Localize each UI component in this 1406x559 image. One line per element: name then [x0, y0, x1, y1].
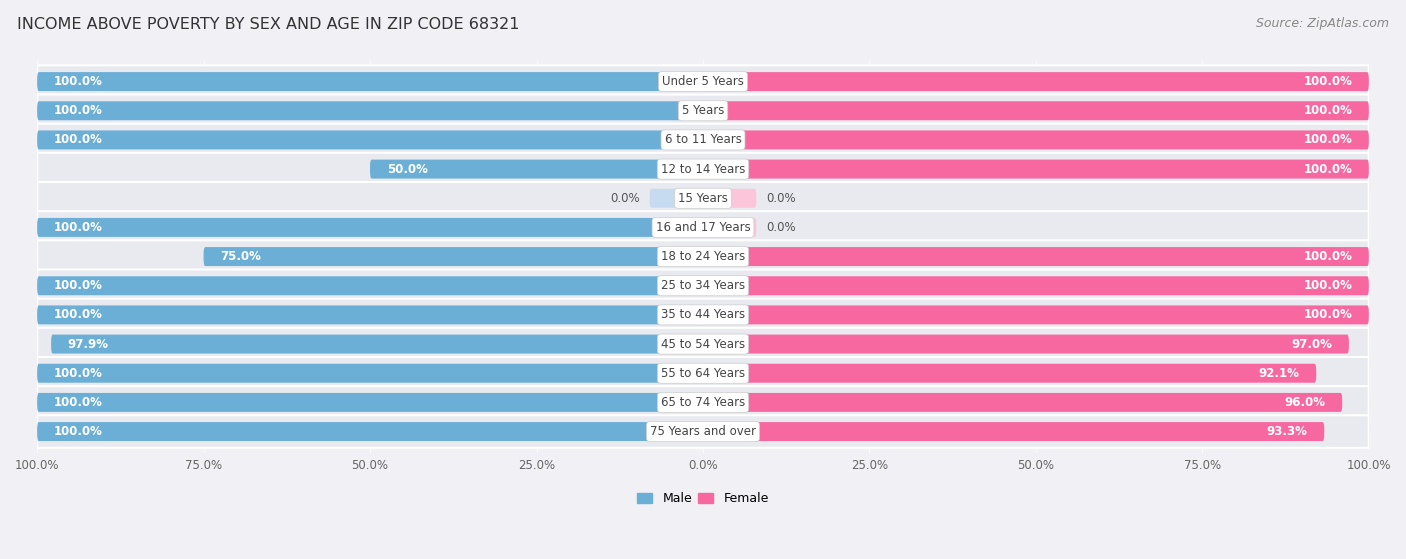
Text: 100.0%: 100.0% — [53, 280, 103, 292]
FancyBboxPatch shape — [37, 276, 703, 295]
FancyBboxPatch shape — [703, 101, 1369, 120]
Text: 100.0%: 100.0% — [1303, 75, 1353, 88]
Text: 55 to 64 Years: 55 to 64 Years — [661, 367, 745, 380]
Text: Under 5 Years: Under 5 Years — [662, 75, 744, 88]
FancyBboxPatch shape — [37, 415, 1369, 448]
FancyBboxPatch shape — [37, 65, 1369, 98]
FancyBboxPatch shape — [703, 130, 1369, 149]
FancyBboxPatch shape — [650, 189, 703, 208]
Text: 0.0%: 0.0% — [766, 192, 796, 205]
Text: 12 to 14 Years: 12 to 14 Years — [661, 163, 745, 176]
Text: 100.0%: 100.0% — [1303, 250, 1353, 263]
Text: 50.0%: 50.0% — [387, 163, 427, 176]
FancyBboxPatch shape — [703, 335, 1348, 353]
FancyBboxPatch shape — [37, 305, 703, 324]
FancyBboxPatch shape — [703, 218, 756, 237]
Text: 100.0%: 100.0% — [1303, 280, 1353, 292]
FancyBboxPatch shape — [37, 218, 703, 237]
Text: 93.3%: 93.3% — [1267, 425, 1308, 438]
FancyBboxPatch shape — [703, 72, 1369, 91]
Text: 100.0%: 100.0% — [1303, 309, 1353, 321]
Text: 0.0%: 0.0% — [766, 221, 796, 234]
FancyBboxPatch shape — [37, 211, 1369, 244]
FancyBboxPatch shape — [370, 160, 703, 178]
Text: 100.0%: 100.0% — [53, 309, 103, 321]
Text: 96.0%: 96.0% — [1285, 396, 1326, 409]
FancyBboxPatch shape — [37, 101, 703, 120]
Text: 65 to 74 Years: 65 to 74 Years — [661, 396, 745, 409]
Text: 97.0%: 97.0% — [1291, 338, 1331, 350]
FancyBboxPatch shape — [37, 269, 1369, 302]
FancyBboxPatch shape — [37, 94, 1369, 127]
Text: 15 Years: 15 Years — [678, 192, 728, 205]
FancyBboxPatch shape — [37, 130, 703, 149]
Text: 16 and 17 Years: 16 and 17 Years — [655, 221, 751, 234]
FancyBboxPatch shape — [37, 72, 703, 91]
Text: 35 to 44 Years: 35 to 44 Years — [661, 309, 745, 321]
FancyBboxPatch shape — [51, 335, 703, 353]
Text: 97.9%: 97.9% — [67, 338, 108, 350]
FancyBboxPatch shape — [703, 247, 1369, 266]
Text: 100.0%: 100.0% — [53, 396, 103, 409]
Text: 75.0%: 75.0% — [221, 250, 262, 263]
Text: 0.0%: 0.0% — [610, 192, 640, 205]
Text: 100.0%: 100.0% — [53, 134, 103, 146]
FancyBboxPatch shape — [37, 393, 703, 412]
FancyBboxPatch shape — [37, 240, 1369, 273]
FancyBboxPatch shape — [703, 189, 756, 208]
Text: 6 to 11 Years: 6 to 11 Years — [665, 134, 741, 146]
Text: INCOME ABOVE POVERTY BY SEX AND AGE IN ZIP CODE 68321: INCOME ABOVE POVERTY BY SEX AND AGE IN Z… — [17, 17, 519, 32]
Text: Source: ZipAtlas.com: Source: ZipAtlas.com — [1256, 17, 1389, 30]
FancyBboxPatch shape — [703, 305, 1369, 324]
FancyBboxPatch shape — [703, 364, 1316, 383]
Text: 100.0%: 100.0% — [1303, 105, 1353, 117]
FancyBboxPatch shape — [703, 160, 1369, 178]
FancyBboxPatch shape — [37, 386, 1369, 419]
Text: 45 to 54 Years: 45 to 54 Years — [661, 338, 745, 350]
Text: 100.0%: 100.0% — [53, 75, 103, 88]
Text: 100.0%: 100.0% — [53, 367, 103, 380]
FancyBboxPatch shape — [37, 422, 703, 441]
Text: 92.1%: 92.1% — [1258, 367, 1299, 380]
Text: 100.0%: 100.0% — [53, 425, 103, 438]
Legend: Male, Female: Male, Female — [633, 487, 773, 510]
FancyBboxPatch shape — [37, 364, 703, 383]
Text: 100.0%: 100.0% — [1303, 163, 1353, 176]
FancyBboxPatch shape — [37, 124, 1369, 156]
FancyBboxPatch shape — [37, 182, 1369, 215]
FancyBboxPatch shape — [37, 357, 1369, 390]
FancyBboxPatch shape — [703, 393, 1343, 412]
FancyBboxPatch shape — [204, 247, 703, 266]
Text: 5 Years: 5 Years — [682, 105, 724, 117]
Text: 25 to 34 Years: 25 to 34 Years — [661, 280, 745, 292]
FancyBboxPatch shape — [703, 276, 1369, 295]
FancyBboxPatch shape — [37, 328, 1369, 361]
Text: 75 Years and over: 75 Years and over — [650, 425, 756, 438]
FancyBboxPatch shape — [37, 299, 1369, 331]
FancyBboxPatch shape — [37, 153, 1369, 186]
Text: 100.0%: 100.0% — [1303, 134, 1353, 146]
Text: 100.0%: 100.0% — [53, 105, 103, 117]
Text: 18 to 24 Years: 18 to 24 Years — [661, 250, 745, 263]
FancyBboxPatch shape — [703, 422, 1324, 441]
Text: 100.0%: 100.0% — [53, 221, 103, 234]
